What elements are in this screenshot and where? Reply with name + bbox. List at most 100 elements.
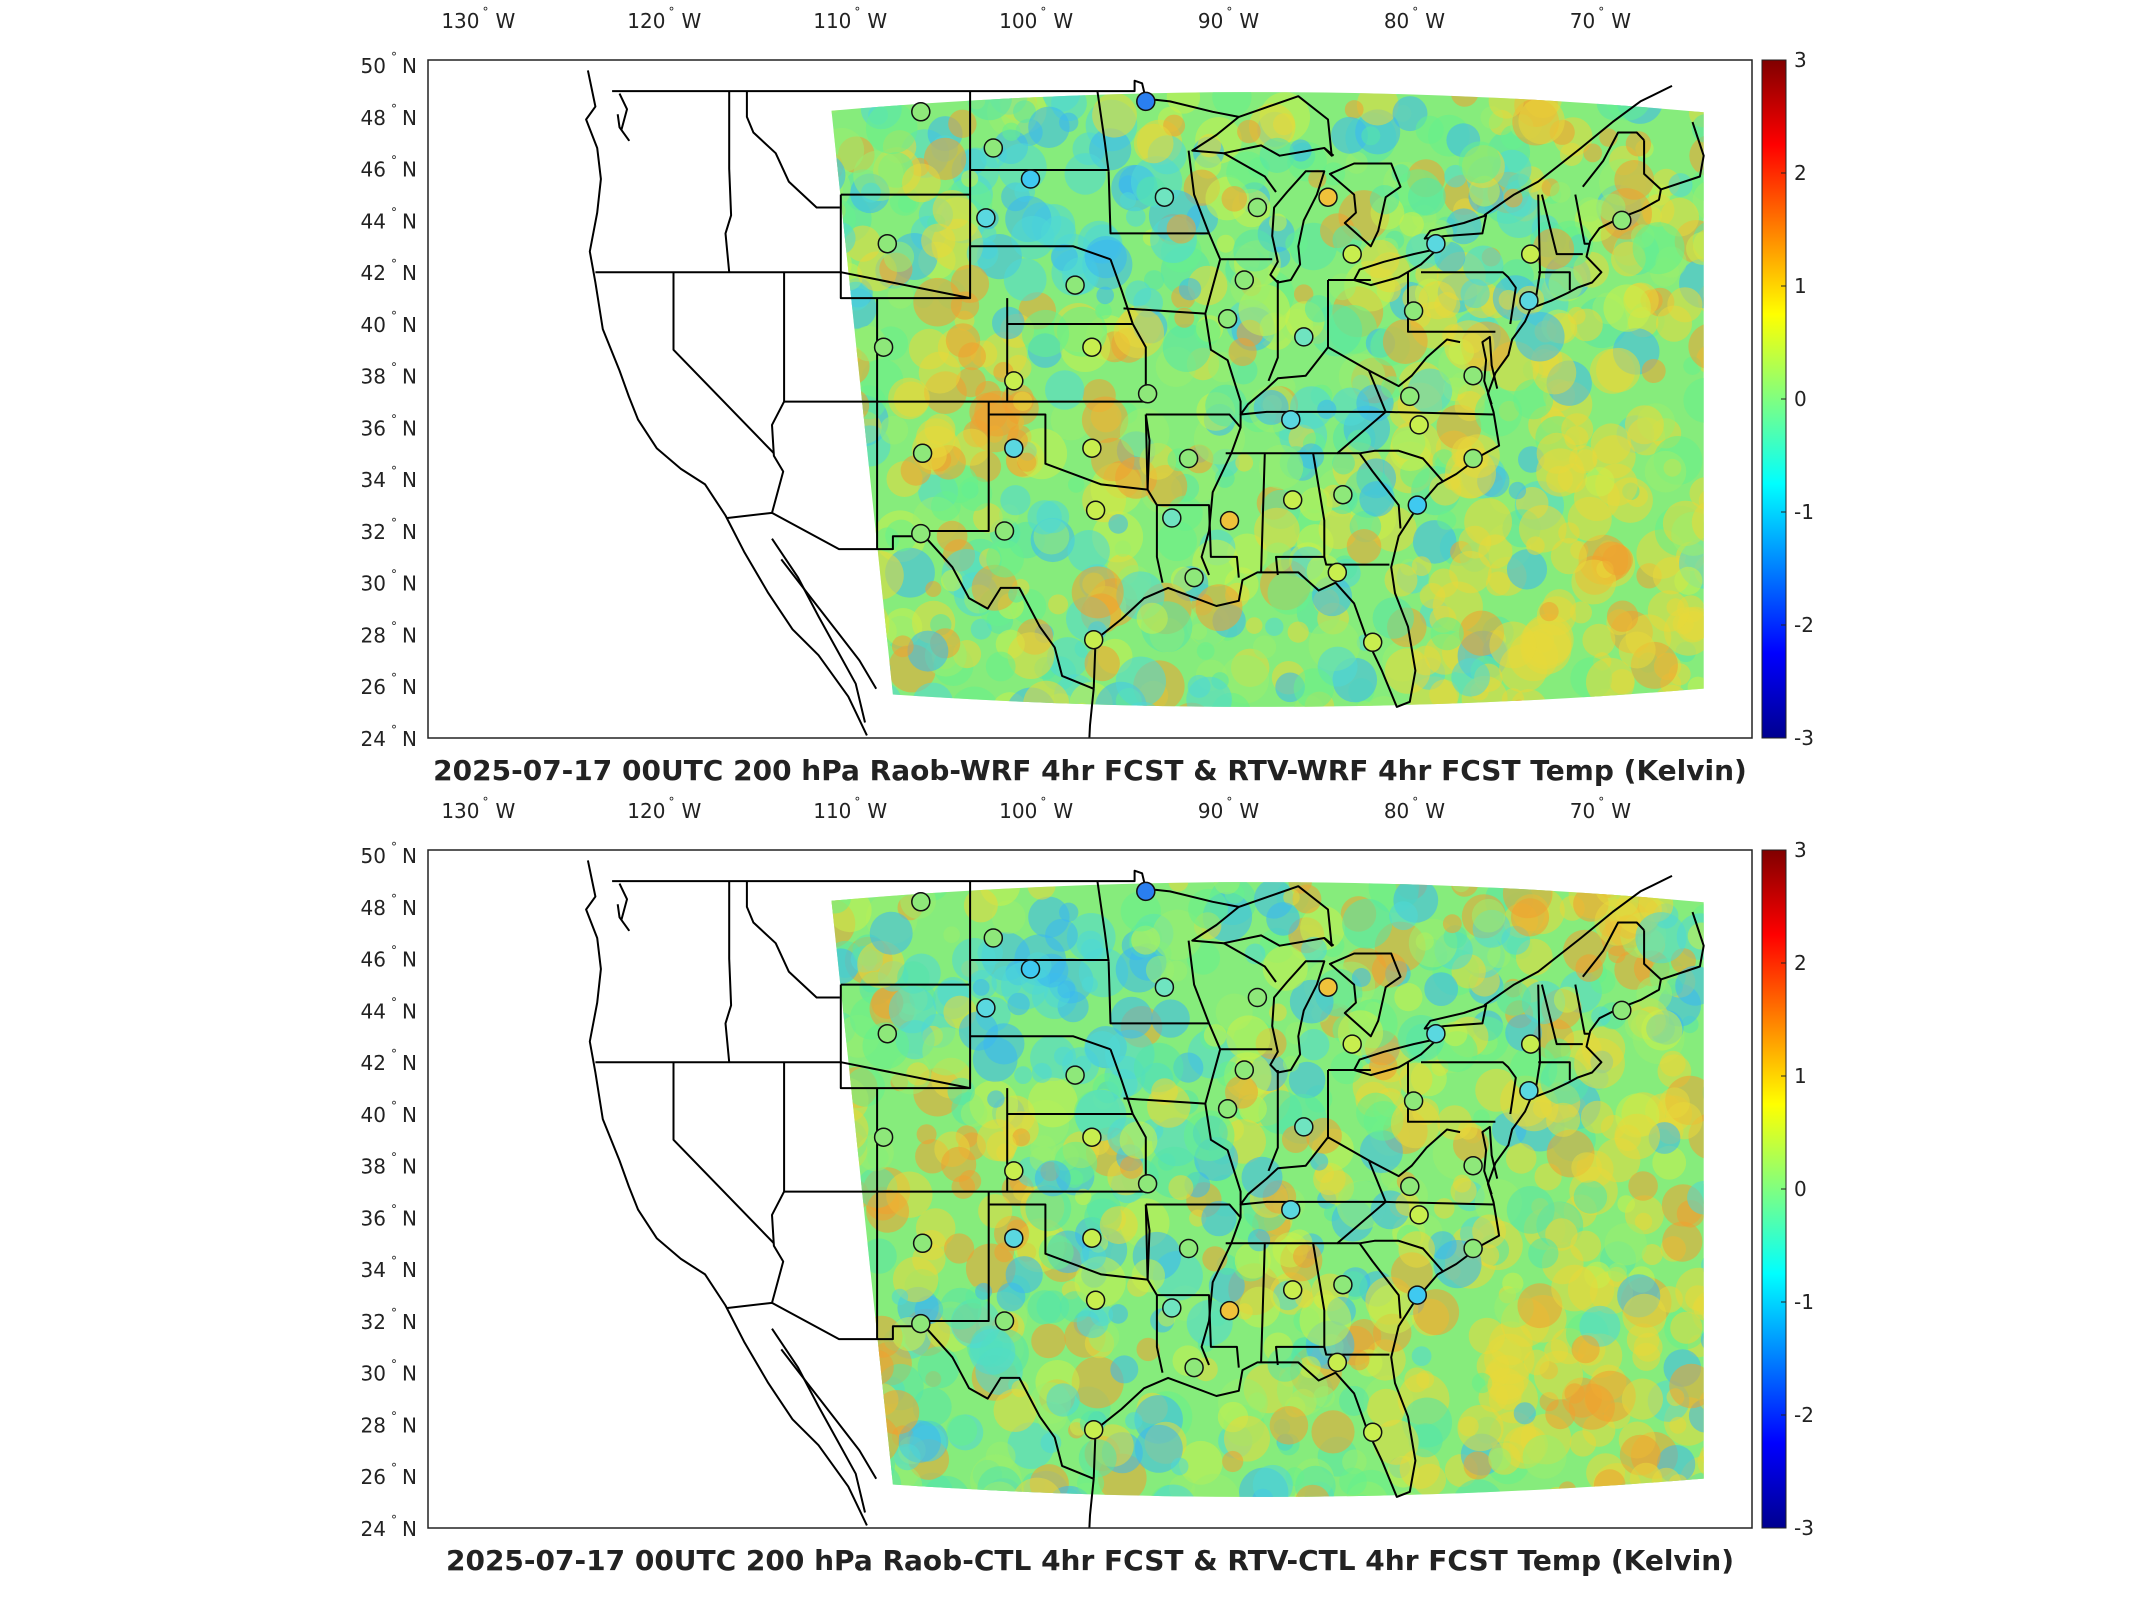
svg-text:N: N [402, 106, 417, 130]
svg-text:°: ° [391, 1306, 397, 1320]
svg-text:N: N [402, 1258, 417, 1282]
svg-text:W: W [1053, 9, 1073, 33]
svg-text:N: N [402, 520, 417, 544]
svg-text:N: N [402, 1413, 417, 1437]
raob-station-marker [1318, 977, 1338, 997]
raob-station-marker [1362, 632, 1383, 653]
svg-text:°: ° [391, 1513, 397, 1527]
lat-tick-label: 26 [361, 1465, 386, 1489]
raob-station-marker [1362, 1422, 1383, 1443]
svg-text:W: W [1425, 799, 1445, 823]
svg-text:°: ° [854, 795, 860, 809]
raob-station-marker [1136, 91, 1156, 112]
raob-station-marker [911, 102, 931, 122]
svg-text:°: ° [391, 619, 397, 633]
svg-text:W: W [867, 9, 887, 33]
raob-station-marker [1162, 1298, 1182, 1318]
svg-text:°: ° [391, 205, 397, 219]
svg-text:N: N [402, 844, 417, 868]
svg-text:N: N [402, 1517, 417, 1541]
lat-tick-label: 42 [361, 1051, 386, 1075]
raob-station-marker [1247, 197, 1268, 218]
lat-tick-label: 28 [361, 1413, 386, 1437]
raob-station-marker [1219, 1300, 1240, 1321]
lat-tick-label: 50 [361, 54, 386, 78]
lat-tick-label: 48 [361, 896, 386, 920]
raob-station-marker [1137, 1174, 1158, 1194]
svg-text:°: ° [391, 1151, 397, 1165]
raob-station-marker [1520, 1034, 1541, 1054]
lat-tick-label: 30 [361, 572, 386, 596]
lat-tick-label: 40 [361, 313, 386, 337]
raob-station-marker [1612, 1000, 1632, 1021]
map-panel-top: 130 ° W 120 ° W 110 ° W 100 ° W 90 ° W 80 ° W 70 ° W 50 ° N 48 ° N… [0, 0, 2133, 790]
svg-text:°: ° [391, 412, 397, 426]
raob-station-marker [1463, 448, 1483, 469]
lon-tick-label: 120 [627, 799, 665, 823]
raob-station-marker [912, 1233, 933, 1254]
lon-tick-label: 130 [441, 799, 479, 823]
svg-text:°: ° [391, 840, 397, 854]
raob-station-marker [1154, 187, 1175, 207]
svg-text:N: N [402, 468, 417, 492]
raob-station-marker [1184, 1357, 1204, 1378]
raob-station-marker [1519, 290, 1539, 311]
colorbar-tick-label: -2 [1794, 613, 1814, 637]
map-title: 2025-07-17 00UTC 200 hPa Raob-CTL 4hr FC… [446, 1544, 1734, 1577]
colorbar-tick-label: 3 [1794, 838, 1807, 862]
svg-text:N: N [402, 1103, 417, 1127]
colorbar-tick-label: 2 [1794, 161, 1807, 185]
raob-station-marker [994, 1311, 1015, 1331]
lat-tick-label: 38 [361, 1155, 386, 1179]
lat-tick-label: 34 [361, 468, 386, 492]
lon-tick-label: 110 [813, 799, 851, 823]
svg-text:N: N [402, 948, 417, 972]
raob-station-marker [911, 1313, 931, 1334]
raob-station-marker [1282, 1280, 1303, 1300]
svg-text:W: W [1053, 799, 1073, 823]
map-title: 2025-07-17 00UTC 200 hPa Raob-WRF 4hr FC… [433, 754, 1747, 787]
raob-station-marker [1217, 309, 1238, 329]
svg-text:W: W [496, 9, 516, 33]
raob-station-marker [1137, 384, 1158, 404]
lon-tick-label: 70 [1570, 9, 1595, 33]
svg-text:N: N [402, 54, 417, 78]
lon-tick-label: 110 [813, 9, 851, 33]
lat-tick-label: 48 [361, 106, 386, 130]
raob-station-marker [877, 1023, 898, 1044]
lat-tick-label: 34 [361, 1258, 386, 1282]
state-and-coast-lines [585, 70, 1705, 738]
svg-text:°: ° [391, 154, 397, 168]
svg-text:N: N [402, 727, 417, 751]
svg-text:N: N [402, 1310, 417, 1334]
colorbar-tick-label: -1 [1794, 500, 1814, 524]
raob-station-marker [1463, 1155, 1483, 1176]
svg-text:W: W [681, 799, 701, 823]
raob-station-marker [1136, 881, 1156, 902]
raob-station-marker [1318, 187, 1338, 207]
raob-station-marker [983, 138, 1004, 158]
raob-station-marker [1426, 1023, 1446, 1044]
svg-text:N: N [402, 416, 417, 440]
raob-station-marker [1327, 1352, 1348, 1373]
lat-tick-label: 28 [361, 623, 386, 647]
svg-text:°: ° [391, 516, 397, 530]
raob-station-marker [1407, 1285, 1428, 1305]
lat-tick-label: 46 [361, 158, 386, 182]
svg-text:°: ° [391, 1409, 397, 1423]
svg-text:°: ° [668, 5, 674, 19]
lon-tick-label: 130 [441, 9, 479, 33]
svg-text:W: W [1425, 9, 1445, 33]
raob-station-marker [1400, 386, 1420, 407]
raob-station-marker [1178, 448, 1199, 469]
lat-tick-label: 44 [361, 999, 386, 1023]
lon-tick-label: 90 [1198, 9, 1223, 33]
raob-station-marker [873, 1127, 894, 1147]
raob-station-marker [1083, 1419, 1104, 1440]
svg-text:W: W [496, 799, 516, 823]
raob-station-marker [1403, 301, 1424, 321]
colorbar-tick-label: -1 [1794, 1290, 1814, 1314]
colorbar-tick-label: -3 [1794, 1516, 1814, 1540]
lat-tick-label: 40 [361, 1103, 386, 1127]
raob-station-marker [1342, 1034, 1362, 1054]
